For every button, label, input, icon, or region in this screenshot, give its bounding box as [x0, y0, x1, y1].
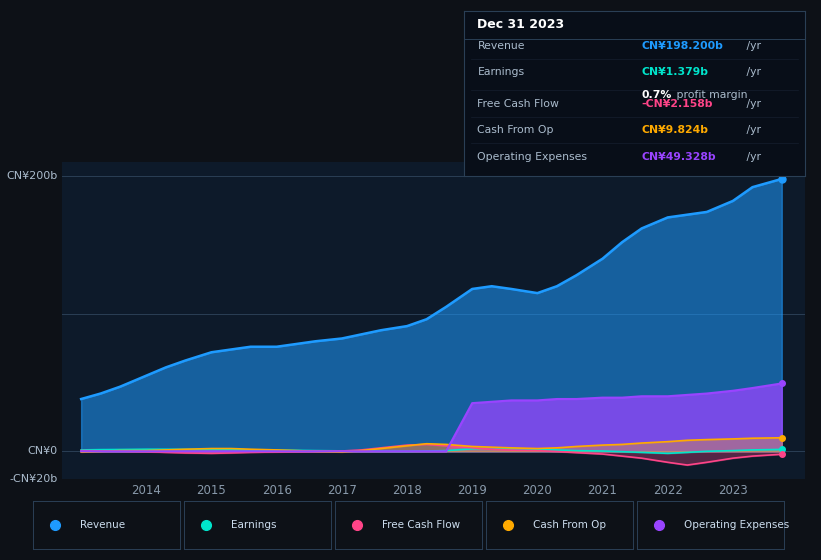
Text: CN¥1.379b: CN¥1.379b [641, 67, 708, 77]
Text: Free Cash Flow: Free Cash Flow [478, 99, 559, 109]
Text: Cash From Op: Cash From Op [478, 125, 554, 135]
Text: profit margin: profit margin [673, 90, 748, 100]
Text: /yr: /yr [743, 41, 761, 51]
Text: /yr: /yr [743, 152, 761, 161]
Text: Revenue: Revenue [80, 520, 125, 530]
Text: Dec 31 2023: Dec 31 2023 [478, 18, 565, 31]
Text: Earnings: Earnings [478, 67, 525, 77]
Text: /yr: /yr [743, 125, 761, 135]
Text: CN¥9.824b: CN¥9.824b [641, 125, 708, 135]
Text: CN¥198.200b: CN¥198.200b [641, 41, 723, 51]
Text: CN¥49.328b: CN¥49.328b [641, 152, 716, 161]
Text: Operating Expenses: Operating Expenses [478, 152, 588, 161]
Text: -CN¥2.158b: -CN¥2.158b [641, 99, 713, 109]
Text: Free Cash Flow: Free Cash Flow [382, 520, 460, 530]
Text: -CN¥20b: -CN¥20b [10, 474, 57, 484]
Text: Operating Expenses: Operating Expenses [684, 520, 789, 530]
Text: 0.7%: 0.7% [641, 90, 672, 100]
Text: CN¥0: CN¥0 [28, 446, 57, 456]
Text: CN¥200b: CN¥200b [7, 171, 57, 181]
Text: Revenue: Revenue [478, 41, 525, 51]
Text: /yr: /yr [743, 67, 761, 77]
Text: Cash From Op: Cash From Op [533, 520, 606, 530]
Text: Earnings: Earnings [231, 520, 277, 530]
Text: /yr: /yr [743, 99, 761, 109]
